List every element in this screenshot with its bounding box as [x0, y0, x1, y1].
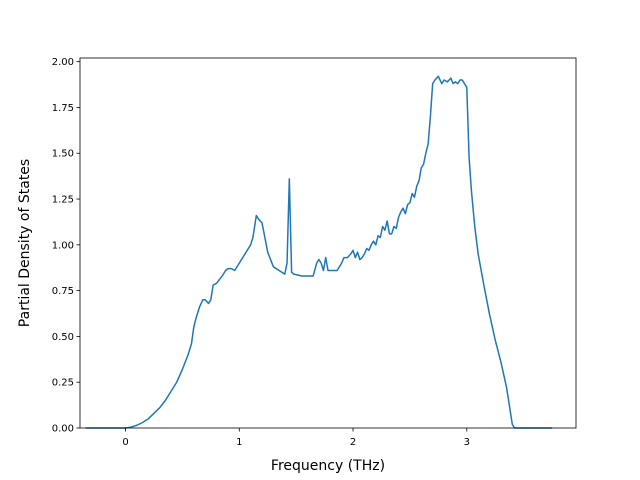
y-axis-ticks: 0.00 0.25 0.50 0.75 1.00 1.25 1.50 1.75 2.00 [52, 57, 80, 435]
y-tick-label: 0.00 [52, 424, 74, 435]
x-tick-label: 3 [464, 437, 470, 448]
y-tick-label: 1.75 [52, 103, 74, 114]
x-tick-label: 2 [350, 437, 356, 448]
y-tick-label: 2.00 [52, 57, 74, 68]
x-axis-ticks: 0 1 2 3 [122, 428, 470, 448]
y-tick-label: 1.00 [52, 240, 74, 251]
y-tick-label: 1.25 [52, 195, 74, 206]
y-tick-label: 0.75 [52, 286, 74, 297]
y-tick-label: 1.50 [52, 149, 74, 160]
y-axis-label: Partial Density of States [17, 159, 33, 327]
y-tick-label: 0.50 [52, 332, 74, 343]
axes-frame [79, 57, 577, 429]
plot-area [79, 57, 577, 429]
y-tick-label: 0.25 [52, 378, 74, 389]
pdos-series-line [85, 75, 553, 429]
x-tick-label: 0 [122, 437, 128, 448]
x-tick-label: 1 [236, 437, 242, 448]
x-axis-label: Frequency (THz) [271, 458, 385, 474]
